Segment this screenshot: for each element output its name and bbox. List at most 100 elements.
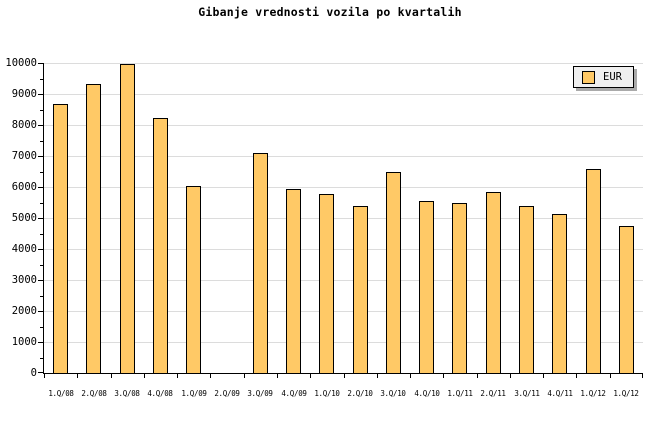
y-axis-label: 0 [30,367,37,379]
bar-1.Q/12 [619,226,634,374]
y-axis-label: 10000 [5,57,37,69]
legend-label: EUR [603,70,622,83]
y-axis-minor-tick [40,110,43,111]
x-axis-label: 3.Q/09 [247,389,273,398]
x-axis-label: 3.Q/11 [514,389,540,398]
y-axis-tick [38,94,43,95]
x-axis-label: 4.Q/09 [281,389,307,398]
gridline [44,156,643,157]
x-axis-label: 1.Q/08 [48,389,74,398]
plot-area: 0 1000 2000 3000 4000 5000 6000 7000 8000 9000 100… [5,58,643,398]
y-axis-label: 7000 [11,150,37,162]
x-axis-tick [477,374,478,378]
y-axis-tick [38,249,43,250]
bar-4.Q/09 [286,189,301,374]
y-axis-label: 8000 [11,119,37,131]
x-axis-tick [443,374,444,378]
gridline [44,63,643,64]
x-axis-tick [543,374,544,378]
y-axis-label: 3000 [11,274,37,286]
y-axis-minor-tick [40,327,43,328]
x-axis-label: 1.Q/10 [314,389,340,398]
x-axis-label: 4.Q/11 [547,389,573,398]
x-axis-label: 2.Q/09 [214,389,240,398]
x-axis-label: 2.Q/11 [480,389,506,398]
x-axis-tick [144,374,145,378]
x-axis-tick [244,374,245,378]
x-axis-tick [277,374,278,378]
x-axis-tick [642,374,643,378]
y-axis-label: 5000 [11,212,37,224]
y-axis-minor-tick [40,203,43,204]
y-axis-minor-tick [40,358,43,359]
legend: EUR [573,66,634,88]
y-axis-minor-tick [40,296,43,297]
bar-1.Q/08 [53,104,68,374]
x-axis-label: 2.Q/08 [81,389,107,398]
x-axis-tick [177,374,178,378]
y-axis-tick [38,125,43,126]
y-axis-tick [38,187,43,188]
bar-1.Q/12 [586,169,601,374]
bar-3.Q/11 [519,206,534,374]
bar-3.Q/08 [120,64,135,374]
x-axis-label: 3.Q/08 [114,389,140,398]
legend-swatch-icon [582,70,595,84]
y-axis-tick [38,156,43,157]
bar-3.Q/10 [386,172,401,374]
x-axis-label: 2.Q/10 [347,389,373,398]
y-axis-minor-tick [40,141,43,142]
y-axis-label: 2000 [11,305,37,317]
bar-2.Q/08 [86,84,101,374]
gridline [44,125,643,126]
x-axis-tick [111,374,112,378]
y-axis-minor-tick [40,234,43,235]
x-axis-tick [510,374,511,378]
x-axis-tick [610,374,611,378]
gridline [44,94,643,95]
bar-2.Q/10 [353,206,368,374]
bar-3.Q/09 [253,153,268,374]
x-axis-label: 1.Q/09 [181,389,207,398]
x-axis-tick [44,374,45,378]
gridline [44,342,643,343]
bar-4.Q/10 [419,201,434,374]
x-axis-tick [77,374,78,378]
bar-4.Q/08 [153,118,168,374]
x-axis-label: 1.Q/11 [447,389,473,398]
y-axis-tick [38,372,43,373]
x-axis-label: 1.Q/12 [580,389,606,398]
x-axis-label: 1.Q/12 [613,389,639,398]
bar-1.Q/10 [319,194,334,374]
gridline [44,218,643,219]
y-axis-label: 6000 [11,181,37,193]
x-axis-tick [210,374,211,378]
y-axis-tick [38,311,43,312]
gridline [44,311,643,312]
x-axis-label: 3.Q/10 [380,389,406,398]
chart-title: Gibanje vrednosti vozila po kvartalih [198,5,462,19]
gridline [44,187,643,188]
y-axis-minor-tick [40,79,43,80]
y-axis-tick [38,63,43,64]
y-axis-minor-tick [40,265,43,266]
bar-1.Q/11 [452,203,467,374]
y-axis-label: 4000 [11,243,37,255]
gridline [44,280,643,281]
x-axis-label: 4.Q/08 [147,389,173,398]
y-axis-label: 1000 [11,336,37,348]
bar-2.Q/11 [486,192,501,374]
y-axis-tick [38,218,43,219]
gridline [44,249,643,250]
x-axis-tick [576,374,577,378]
x-axis-tick [377,374,378,378]
bar-4.Q/11 [552,214,567,374]
x-axis-label: 4.Q/10 [414,389,440,398]
y-axis-tick [38,342,43,343]
y-axis-minor-tick [40,172,43,173]
bar-1.Q/09 [186,186,201,374]
x-axis-tick [310,374,311,378]
x-axis-tick [410,374,411,378]
y-axis-label: 9000 [11,88,37,100]
